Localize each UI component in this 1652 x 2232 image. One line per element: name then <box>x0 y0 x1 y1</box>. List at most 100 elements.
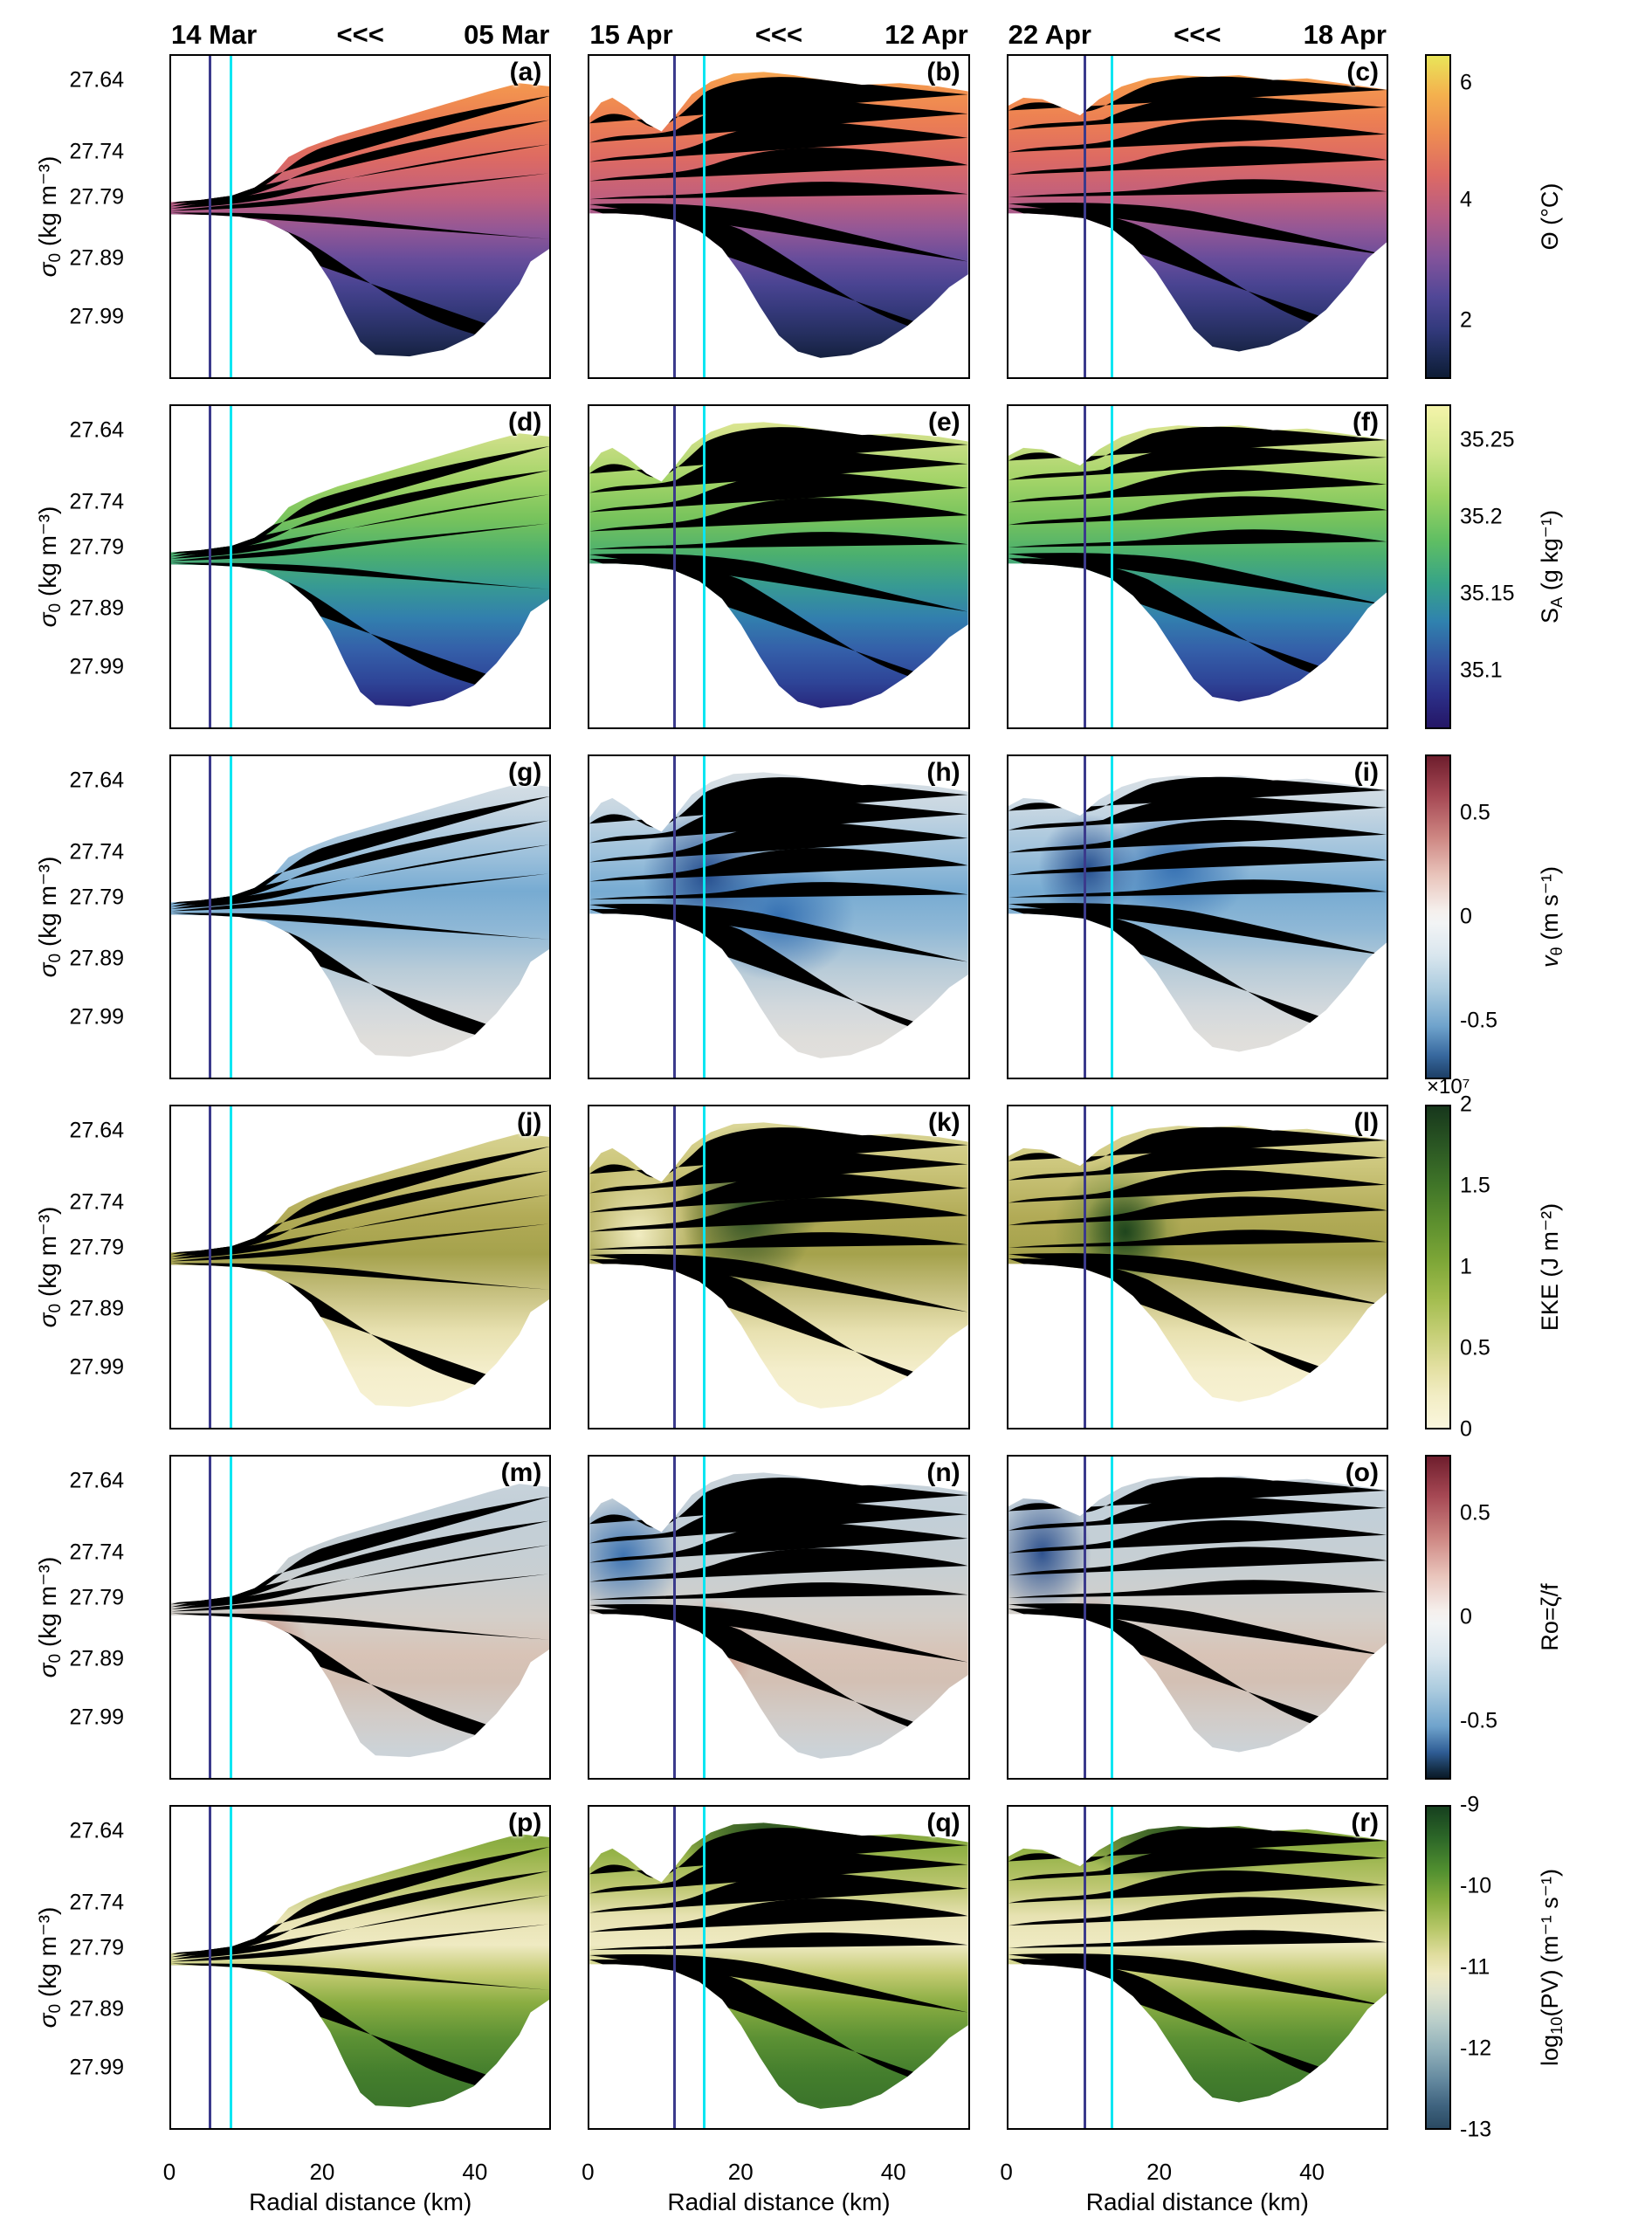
marker-line-navy <box>672 406 676 727</box>
y-tick-label: 27.99 <box>69 2055 124 2080</box>
y-tick-label: 27.99 <box>69 1705 124 1730</box>
date-left: 15 Apr <box>589 19 673 50</box>
y-tick-label: 27.89 <box>69 946 124 971</box>
y-tick-label: 27.64 <box>69 1118 124 1143</box>
x-axis-2: 0 20 40 Radial distance (km) <box>582 2155 969 2232</box>
y-axis: σ0 (kg m⁻³) 27.64 27.74 27.79 27.89 27.9… <box>3 754 133 1079</box>
marker-line-cyan <box>1110 756 1113 1078</box>
panel-g: (g) <box>169 754 552 1079</box>
y-axis-label: σ0 (kg m⁻³) <box>34 1556 65 1678</box>
y-tick-label: 27.79 <box>69 1935 124 1960</box>
colorbar-tick-label: 0.5 <box>1460 800 1490 825</box>
marker-line-navy <box>672 756 676 1078</box>
colorbar-tick-label: -13 <box>1460 2117 1492 2142</box>
axis-ticks <box>171 1106 550 1428</box>
footer-row: 0 20 40 Radial distance (km) 0 20 40 Rad… <box>3 2155 1645 2232</box>
y-tick-label: 27.89 <box>69 245 124 271</box>
y-tick-label: 27.89 <box>69 1996 124 2022</box>
axis-ticks <box>589 756 968 1078</box>
axis-ticks <box>1008 1457 1387 1778</box>
colorbar-tick-label: 6 <box>1460 70 1472 95</box>
x-tick-label: 0 <box>1000 2159 1013 2185</box>
marker-line-navy <box>209 1106 212 1428</box>
marker-line-navy <box>672 1457 676 1778</box>
marker-line-cyan <box>1110 406 1113 727</box>
x-tick-label: 40 <box>462 2159 488 2185</box>
y-tick-label: 27.79 <box>69 184 124 210</box>
panel-letter: (l) <box>1353 1108 1379 1137</box>
y-tick-label: 27.99 <box>69 1004 124 1030</box>
y-axis-label: σ0 (kg m⁻³) <box>34 1906 65 2029</box>
axis-ticks <box>171 756 550 1078</box>
x-axis-label: Radial distance (km) <box>667 2188 891 2215</box>
y-axis-label: σ0 (kg m⁻³) <box>34 506 65 628</box>
column-title-1: 14 Mar <<< 05 Mar <box>169 12 551 51</box>
panel-k: (k) <box>588 1105 970 1429</box>
date-right: 12 Apr <box>885 19 968 50</box>
header-row: 14 Mar <<< 05 Mar 15 Apr <<< 12 Apr 22 Apr <<… <box>3 12 1645 51</box>
panel-letter: (m) <box>500 1458 542 1487</box>
colorbar-gradient <box>1425 1805 1451 2130</box>
marker-line-cyan <box>703 1807 706 2128</box>
marker-line-cyan <box>703 1106 706 1428</box>
panel-i: (i) <box>1006 754 1388 1079</box>
panel-letter: (e) <box>927 408 960 437</box>
marker-line-cyan <box>703 756 706 1078</box>
x-tick-label: 20 <box>1146 2159 1173 2185</box>
panel-q: (q) <box>588 1805 970 2130</box>
colorbar-gradient <box>1425 404 1451 729</box>
y-axis-label: σ0 (kg m⁻³) <box>34 856 65 978</box>
marker-line-navy <box>1084 56 1087 377</box>
y-tick-label: 27.64 <box>69 1818 124 1843</box>
y-tick-label: 27.89 <box>69 596 124 621</box>
panel-c: (c) <box>1006 54 1388 379</box>
axis-ticks <box>171 56 550 377</box>
figure-row-velocity: σ0 (kg m⁻³) 27.64 27.74 27.79 27.89 27.9… <box>3 754 1645 1079</box>
axis-ticks <box>589 1807 968 2128</box>
y-label-units: (kg m⁻³) <box>34 155 61 253</box>
axis-ticks <box>589 1106 968 1428</box>
panel-r: (r) <box>1006 1805 1388 2130</box>
x-tick-label: 40 <box>880 2159 906 2185</box>
colorbar-salinity: 35.25 35.2 35.15 35.1 SA (g kg⁻¹) <box>1425 404 1645 729</box>
axis-ticks <box>1008 406 1387 727</box>
colorbar-axis-label: log10(PV) (m⁻¹ s⁻¹) <box>1537 1869 1566 2066</box>
y-tick-label: 27.99 <box>69 654 124 679</box>
marker-line-navy <box>1084 1106 1087 1428</box>
column-title-3: 22 Apr <<< 18 Apr <box>1007 12 1388 51</box>
colorbar-tick-label: 1.5 <box>1460 1173 1490 1198</box>
marker-line-navy <box>209 1807 212 2128</box>
colorbar-tick-label: -0.5 <box>1460 1008 1498 1033</box>
y-tick-label: 27.79 <box>69 1585 124 1610</box>
marker-line-cyan <box>1110 1457 1113 1778</box>
colorbar-tick-label: 0 <box>1460 1604 1472 1629</box>
colorbar-eke: ×10⁷ 2 1.5 1 0.5 0 EKE (J m⁻²) <box>1425 1075 1645 1442</box>
arrow-left-icon: <<< <box>1174 19 1222 50</box>
panel-letter: (a) <box>509 58 542 86</box>
arrow-left-icon: <<< <box>754 19 803 50</box>
colorbar-exponent: ×10⁷ <box>1427 1075 1470 1099</box>
colorbar-pv: -9 -10 -11 -12 -13 log10(PV) (m⁻¹ s⁻¹) <box>1425 1793 1645 2142</box>
arrow-left-icon: <<< <box>336 19 384 50</box>
marker-line-navy <box>209 406 212 727</box>
panel-letter: (q) <box>926 1808 960 1837</box>
y-tick-label: 27.64 <box>69 67 124 93</box>
y-tick-label: 27.79 <box>69 1235 124 1260</box>
marker-line-cyan <box>230 1807 233 2128</box>
panel-letter: (j) <box>517 1108 542 1137</box>
y-tick-label: 27.74 <box>69 1540 124 1565</box>
date-right: 05 Mar <box>464 19 550 50</box>
marker-line-cyan <box>230 1457 233 1778</box>
marker-line-navy <box>209 1457 212 1778</box>
colorbar-tick-label: 4 <box>1460 187 1472 212</box>
panel-p: (p) <box>169 1805 552 2130</box>
panel-letter: (b) <box>926 58 960 86</box>
marker-line-cyan <box>703 56 706 377</box>
panel-letter: (d) <box>508 408 542 437</box>
marker-line-cyan <box>1110 1106 1113 1428</box>
colorbar-tick-label: -12 <box>1460 2036 1492 2061</box>
marker-line-navy <box>1084 1807 1087 2128</box>
colorbar-axis-label: vθ (m s⁻¹) <box>1537 866 1566 968</box>
panel-n: (n) <box>588 1455 970 1780</box>
